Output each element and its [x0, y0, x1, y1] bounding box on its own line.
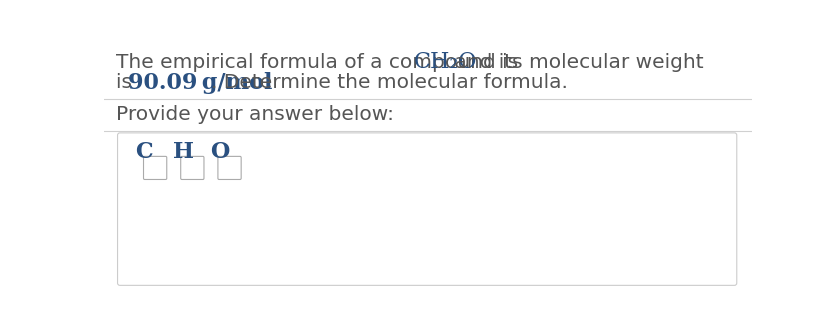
- FancyBboxPatch shape: [180, 156, 204, 179]
- Text: and its molecular weight: and its molecular weight: [448, 53, 703, 71]
- Text: Provide your answer below:: Provide your answer below:: [116, 105, 394, 124]
- Text: H: H: [173, 141, 194, 163]
- Text: The empirical formula of a compound is: The empirical formula of a compound is: [116, 53, 524, 71]
- Text: CH₂O: CH₂O: [413, 51, 477, 73]
- Text: 90.09 g/mol: 90.09 g/mol: [128, 72, 272, 94]
- Text: is: is: [116, 73, 139, 92]
- Text: C: C: [135, 141, 153, 163]
- Text: O: O: [210, 141, 229, 163]
- FancyBboxPatch shape: [218, 156, 241, 179]
- FancyBboxPatch shape: [118, 133, 736, 285]
- Text: . Determine the molecular formula.: . Determine the molecular formula.: [211, 73, 568, 92]
- FancyBboxPatch shape: [144, 156, 167, 179]
